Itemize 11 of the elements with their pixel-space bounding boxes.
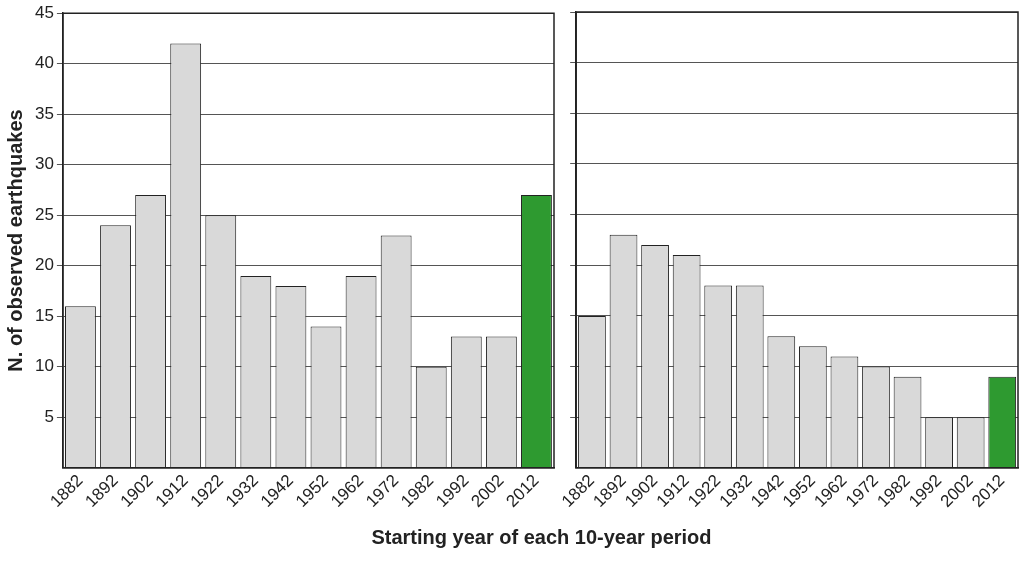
y-tick-label: 40 — [34, 53, 54, 73]
x-axis-title: Starting year of each 10-year period — [370, 526, 713, 549]
y-tick-label: 15 — [34, 305, 54, 325]
y-tick-label: 35 — [34, 103, 54, 123]
y-axis-title: N. of observed earthquakes — [3, 109, 26, 372]
y-tick-label: 5 — [44, 407, 54, 427]
y-tick-label: 25 — [34, 204, 54, 224]
y-tick-label: 20 — [34, 255, 54, 275]
y-tick-label: 10 — [34, 356, 54, 376]
y-tick-label: 45 — [34, 2, 54, 22]
y-tick-label: 30 — [34, 154, 54, 174]
